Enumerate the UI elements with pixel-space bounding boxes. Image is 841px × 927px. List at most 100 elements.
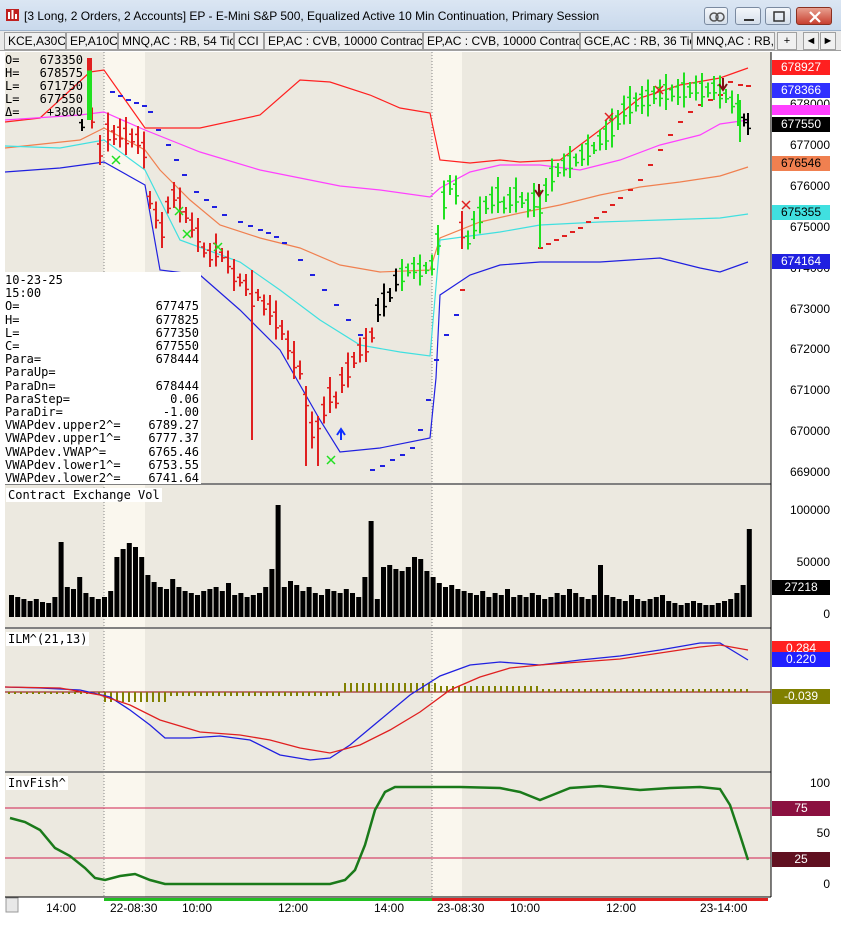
- tab-cci[interactable]: CCI: [234, 32, 264, 50]
- ilm-histogram-bar: [32, 692, 34, 694]
- ilm-fast-line: [4, 642, 749, 761]
- ilm-histogram-bar: [680, 689, 682, 692]
- ilm-histogram-bar: [194, 692, 196, 696]
- tab-mnq-54[interactable]: MNQ,AC : RB, 54 Tick: [118, 32, 234, 50]
- volume-bar: [560, 595, 566, 617]
- tab-scroll-right-button[interactable]: ►: [820, 32, 836, 50]
- time-axis-label: 12:00: [606, 901, 637, 915]
- maximize-button[interactable]: [765, 7, 791, 25]
- buy-marker-x: [182, 229, 192, 239]
- volume-bar: [746, 529, 752, 617]
- ilm-histogram-bar: [188, 692, 190, 696]
- ilm-histogram-bar: [248, 692, 250, 696]
- vwap-line: [4, 111, 749, 198]
- vwap-price-tag: [772, 105, 830, 115]
- volume-bar: [213, 587, 219, 617]
- close-button[interactable]: [796, 7, 832, 25]
- invfish-axis-label: 0: [823, 877, 830, 891]
- ilm-histogram-bar: [500, 686, 502, 692]
- ilm-histogram-bar: [38, 692, 40, 694]
- buy-marker-x: [174, 206, 184, 216]
- time-scrollbar-thumb[interactable]: [5, 897, 19, 913]
- vwap-lower1-line: [4, 139, 749, 357]
- ilm-histogram-bar: [704, 689, 706, 692]
- tab-scroll-left-button[interactable]: ◄: [803, 32, 819, 50]
- ilm-histogram-bar: [212, 692, 214, 696]
- ilm-histogram-bar: [710, 689, 712, 692]
- chart-area[interactable]: [0, 51, 841, 927]
- ilm-histogram-bar: [326, 692, 328, 696]
- price-axis-label: 670000: [789, 424, 830, 438]
- ilm-histogram-bar: [170, 692, 172, 696]
- buy-marker-x: [111, 155, 121, 165]
- ilm-histogram-bar: [530, 686, 532, 692]
- ilm-histogram-bar: [404, 683, 406, 692]
- minimize-button[interactable]: [735, 7, 761, 25]
- volume-bar: [486, 597, 492, 617]
- vwap-bands: [4, 67, 749, 453]
- ilm-histogram-bar: [488, 686, 490, 692]
- volume-bar: [27, 601, 33, 617]
- price-axis-label: 673000: [789, 302, 830, 316]
- volume-bar: [312, 593, 318, 617]
- volume-bar: [604, 595, 610, 617]
- volume-bar: [21, 599, 27, 617]
- ilm-histogram-bar: [260, 692, 262, 696]
- ilm-histogram-bar: [380, 683, 382, 692]
- signal-markers: [111, 78, 728, 465]
- ilm-histogram-bar: [272, 692, 274, 696]
- ilm-histogram-bar: [722, 689, 724, 692]
- volume-bar: [740, 585, 746, 617]
- ilm-histogram-bar: [716, 689, 718, 692]
- volume-bar: [480, 591, 486, 617]
- buy-marker-x: [213, 242, 223, 252]
- ilm-histogram-bar: [332, 692, 334, 696]
- volume-bar: [554, 593, 560, 617]
- ilm-histogram-bar: [440, 686, 442, 692]
- ilm-histogram-bar: [350, 683, 352, 692]
- tab-ep-a10c[interactable]: EP,A10C: [66, 32, 118, 50]
- ilm-histogram-bar: [236, 692, 238, 696]
- volume-bar: [598, 565, 603, 617]
- invfish-upper-tag: 75: [772, 801, 830, 816]
- ilm-slow-line: [4, 644, 749, 754]
- volume-bar: [629, 595, 634, 617]
- tab-gce[interactable]: GCE,AC : RB, 36 Tick: [580, 32, 692, 50]
- session-bar-red: [432, 898, 768, 901]
- pane-dividers[interactable]: [5, 52, 772, 898]
- ilm-histogram-bar: [602, 689, 604, 692]
- ilm-histogram-bar: [620, 689, 622, 692]
- link-icon[interactable]: [704, 7, 728, 25]
- ilm-histogram-bar: [608, 689, 610, 692]
- ilm-histogram-bar: [434, 683, 436, 692]
- volume-bar: [461, 591, 467, 617]
- up-arrow-icon: [336, 427, 346, 440]
- ilm-histogram-bar: [668, 689, 670, 692]
- ilm-histogram-bar: [116, 692, 118, 702]
- volume-bar: [405, 567, 411, 617]
- volume-bar: [164, 589, 169, 617]
- tab-mnq-8[interactable]: MNQ,AC : RB, 8: [692, 32, 775, 50]
- volume-bar: [474, 595, 479, 617]
- mid-upper-price-tag: 676546: [772, 156, 830, 171]
- tab-ep-cvb-2[interactable]: EP,AC : CVB, 10000 Contracts: [423, 32, 580, 50]
- price-axis-label: 669000: [789, 465, 830, 479]
- ilm-slow-tag: 0.220: [772, 652, 830, 667]
- price-axis-label: 672000: [789, 342, 830, 356]
- tab-ep-cvb-1[interactable]: EP,AC : CVB, 10000 Contracts: [264, 32, 423, 50]
- volume-bar: [40, 602, 45, 617]
- ilm-histogram-bar: [428, 683, 430, 692]
- ilm-histogram-bar: [62, 692, 64, 694]
- ilm-histogram-bar: [446, 686, 448, 692]
- volume-bar: [33, 599, 39, 617]
- add-tab-button[interactable]: +: [777, 32, 797, 50]
- sell-marker-x: [461, 200, 471, 210]
- volume-bar: [734, 593, 740, 617]
- volume-bar: [114, 557, 120, 617]
- tab-kce[interactable]: KCE,A30C: [4, 32, 66, 50]
- volume-bar: [288, 581, 293, 617]
- ilm-histogram-bar: [362, 683, 364, 692]
- ilm-indicator: [4, 642, 771, 761]
- volume-bar: [542, 599, 548, 617]
- volume-bar: [368, 521, 374, 617]
